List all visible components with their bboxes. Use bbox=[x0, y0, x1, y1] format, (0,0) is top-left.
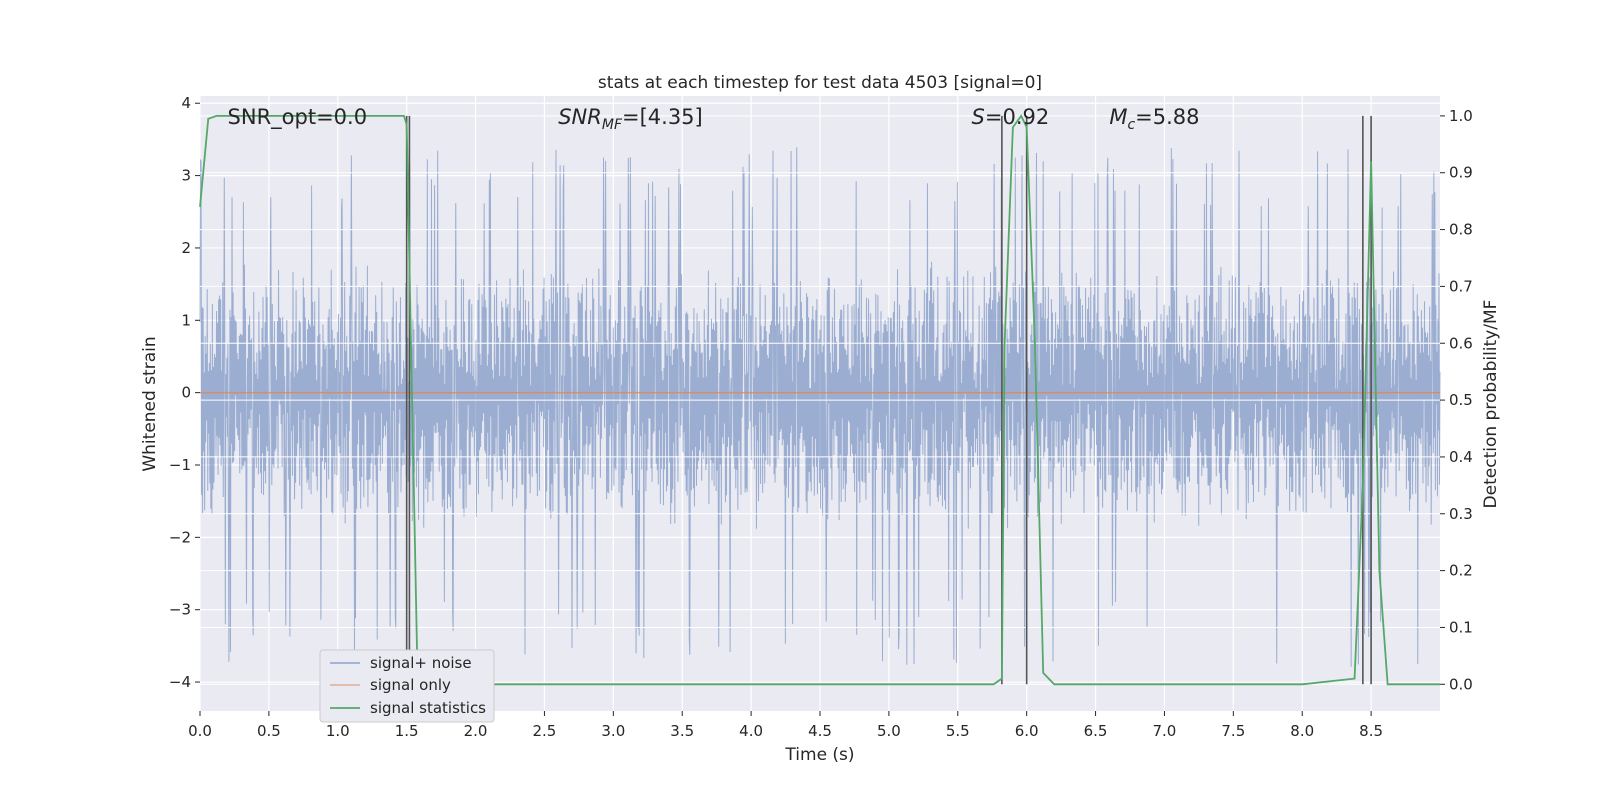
series-line-signal-statistics bbox=[199, 114, 1440, 686]
x-tick-label: 1.5 bbox=[395, 722, 419, 740]
x-axis-label: Time (s) bbox=[784, 745, 854, 765]
x-tick-label: 1.0 bbox=[326, 722, 350, 740]
y2-tick-label: 0.1 bbox=[1449, 618, 1473, 636]
y2-tick-label: 0.4 bbox=[1449, 448, 1473, 466]
x-tick-label: 6.5 bbox=[1084, 722, 1108, 740]
annotation-base: SNR bbox=[558, 105, 602, 129]
y2-tick-label: 0.8 bbox=[1449, 221, 1473, 239]
x-tick-label: 6.0 bbox=[1015, 722, 1039, 740]
legend-box bbox=[319, 649, 495, 723]
legend-label-signal-noise: signal+ noise bbox=[370, 654, 472, 672]
y2-tick-label: 0.2 bbox=[1449, 562, 1473, 580]
annotation: S=0.92 bbox=[972, 105, 1050, 129]
y-tick-label: −4 bbox=[169, 673, 191, 691]
x-axis-ticks: 0.0 0.5 1.0 1.5 2.0 2.5 3.0 3.5 4.0 4.5 5.0 5.5 6.0 6… bbox=[188, 711, 1383, 740]
y-tick-label: 0 bbox=[181, 384, 191, 402]
y2-tick-label: 1.0 bbox=[1449, 107, 1473, 125]
y-tick-label: 4 bbox=[181, 94, 191, 112]
y-tick-label: 1 bbox=[181, 311, 191, 329]
legend-label-signal-only: signal only bbox=[370, 676, 451, 694]
chart-title: stats at each timestep for test data 450… bbox=[598, 73, 1042, 93]
x-tick-label: 2.5 bbox=[533, 722, 557, 740]
legend-label-signal-statistics: signal statistics bbox=[370, 699, 486, 717]
annotation-value: =5.88 bbox=[1135, 105, 1199, 129]
x-tick-label: 3.5 bbox=[670, 722, 694, 740]
x-tick-label: 5.0 bbox=[877, 722, 901, 740]
y2-tick-label: 0.6 bbox=[1449, 334, 1473, 352]
y-tick-label: 2 bbox=[181, 239, 191, 257]
y2-tick-label: 0.5 bbox=[1449, 391, 1473, 409]
annotation-subscript: MF bbox=[602, 117, 623, 133]
y2-tick-label: 0.7 bbox=[1449, 277, 1473, 295]
x-tick-label: 0.0 bbox=[188, 722, 212, 740]
x-tick-label: 7.0 bbox=[1153, 722, 1177, 740]
x-tick-label: 4.0 bbox=[739, 722, 763, 740]
y2-axis-label: Detection probability/MF bbox=[1481, 300, 1501, 509]
y-tick-label: −3 bbox=[169, 601, 191, 619]
y2-tick-label: 0.9 bbox=[1449, 164, 1473, 182]
x-tick-label: 3.0 bbox=[601, 722, 625, 740]
annotation-subscript: c bbox=[1127, 117, 1135, 133]
y2-tick-label: 0.3 bbox=[1449, 505, 1473, 523]
annotations: SNR_opt=0.0 SNRMF=[4.35] S=0.92 Mc=5.88 bbox=[228, 105, 1200, 133]
x-tick-label: 0.5 bbox=[257, 722, 281, 740]
y2-axis-ticks: 0.0 0.1 0.2 0.3 0.4 0.5 0.6 0.7 0.8 0.9 1.0 bbox=[1440, 107, 1473, 693]
x-tick-label: 8.5 bbox=[1359, 722, 1383, 740]
x-tick-label: 2.0 bbox=[464, 722, 488, 740]
annotation: SNR_opt=0.0 bbox=[228, 105, 368, 130]
y2-tick-label: 0.0 bbox=[1449, 675, 1473, 693]
annotation-value: =0.92 bbox=[985, 105, 1049, 129]
annotation: Mc=5.88 bbox=[1109, 105, 1199, 133]
x-tick-label: 8.0 bbox=[1290, 722, 1314, 740]
x-tick-label: 5.5 bbox=[946, 722, 970, 740]
y-tick-label: 3 bbox=[181, 167, 191, 185]
x-tick-label: 7.5 bbox=[1221, 722, 1245, 740]
annotation: SNRMF=[4.35] bbox=[558, 105, 703, 133]
signal-statistics-series bbox=[199, 114, 1440, 686]
legend: signal+ noise signal only signal statist… bbox=[319, 649, 495, 723]
y-axis-label: Whitened strain bbox=[140, 336, 160, 471]
y-tick-label: −1 bbox=[169, 456, 191, 474]
y-tick-label: −2 bbox=[169, 528, 191, 546]
annotation-value: =[4.35] bbox=[622, 105, 703, 129]
x-tick-label: 4.5 bbox=[808, 722, 832, 740]
annotation-base: S bbox=[972, 105, 985, 129]
annotation-base: M bbox=[1109, 105, 1127, 129]
y-axis-ticks: −4 −3 −2 −1 0 1 2 3 4 bbox=[169, 94, 200, 691]
